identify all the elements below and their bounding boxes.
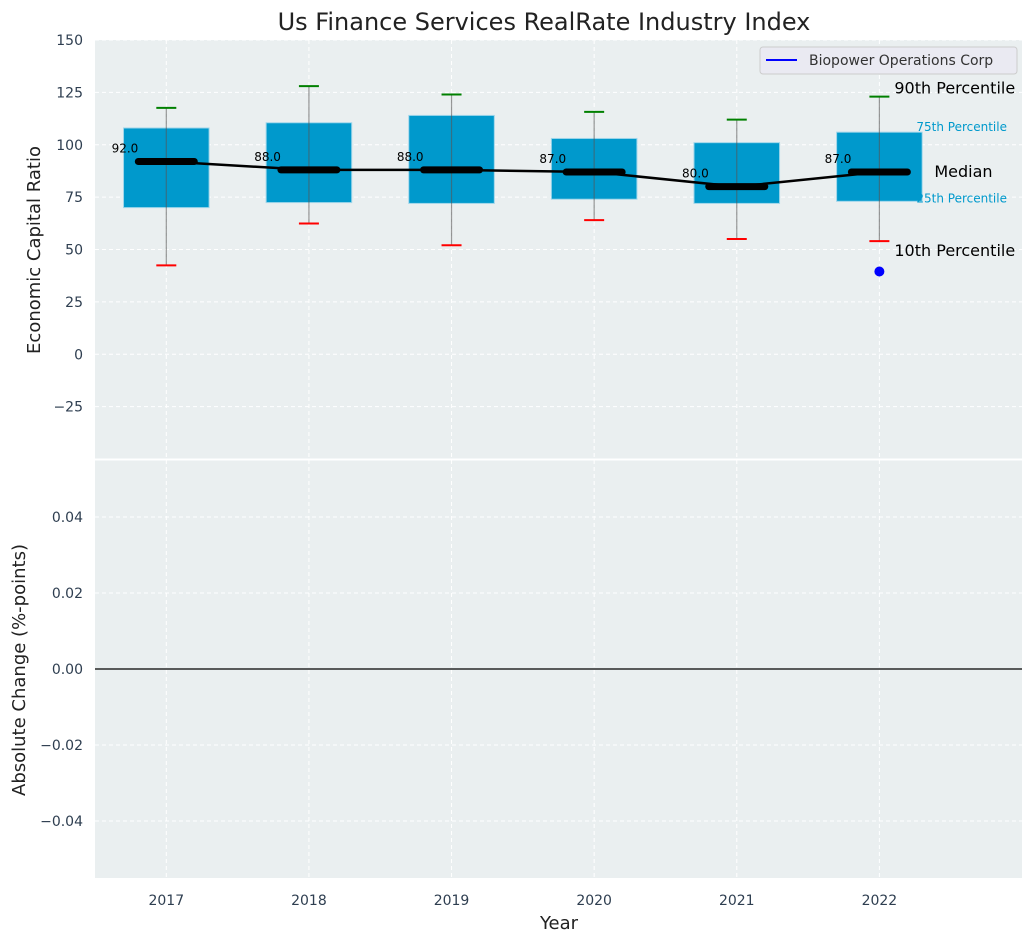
bottom-y-axis-label: Absolute Change (%-points)	[9, 544, 30, 796]
x-tick-label: 2018	[291, 893, 327, 909]
legend-label: Biopower Operations Corp	[809, 53, 993, 69]
y-tick-label: −25	[53, 400, 83, 416]
y-tick-label: 150	[56, 33, 83, 49]
annotation-10th: 10th Percentile	[894, 241, 1015, 260]
y-tick-label: 0.04	[52, 510, 83, 526]
median-value-label: 87.0	[825, 152, 852, 166]
median-value-label: 88.0	[397, 150, 424, 164]
x-tick-label: 2019	[434, 893, 470, 909]
annotation-25th: 25th Percentile	[916, 191, 1007, 205]
x-axis-label: Year	[539, 913, 579, 934]
median-value-label: 80.0	[682, 167, 709, 181]
annotation-75th: 75th Percentile	[916, 120, 1007, 134]
y-tick-label: 25	[65, 295, 83, 311]
top-y-axis-label: Economic Capital Ratio	[24, 146, 45, 354]
annotation-median: Median	[934, 162, 992, 181]
y-tick-label: 125	[56, 85, 83, 101]
x-tick-label: 2021	[719, 893, 755, 909]
median-value-label: 88.0	[254, 150, 281, 164]
chart-title: Us Finance Services RealRate Industry In…	[278, 8, 811, 36]
y-tick-label: −0.02	[40, 738, 83, 754]
y-tick-label: 50	[65, 243, 83, 259]
annotation-90th: 90th Percentile	[894, 79, 1015, 98]
company-data-point	[874, 266, 885, 277]
y-tick-label: 0	[74, 347, 83, 363]
y-tick-label: −0.04	[40, 814, 83, 830]
y-tick-label: 0.00	[52, 662, 83, 678]
x-tick-label: 2017	[148, 893, 184, 909]
x-tick-label: 2022	[862, 893, 898, 909]
median-value-label: 92.0	[112, 142, 139, 156]
y-tick-label: 0.02	[52, 586, 83, 602]
x-tick-label: 2020	[576, 893, 612, 909]
y-tick-label: 75	[65, 190, 83, 206]
legend-box	[759, 46, 1018, 75]
y-tick-label: 100	[56, 138, 83, 154]
median-value-label: 87.0	[539, 152, 566, 166]
